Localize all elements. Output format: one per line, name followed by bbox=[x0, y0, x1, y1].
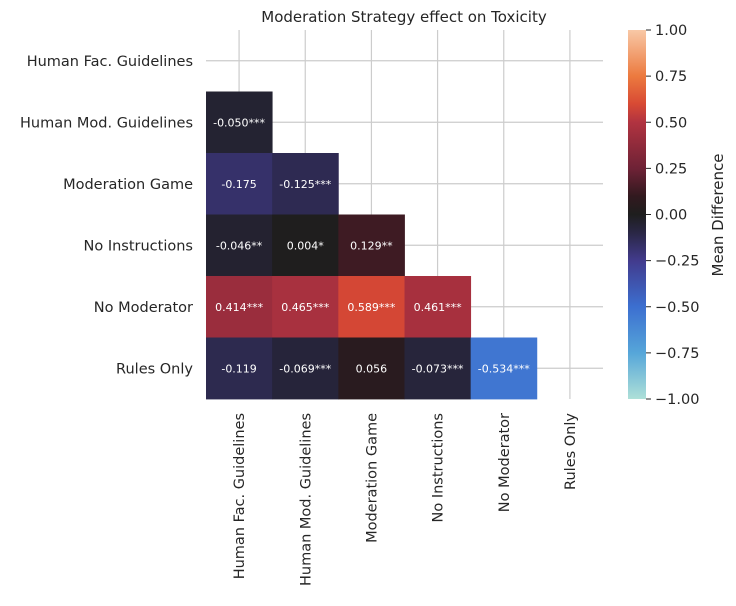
cell-value-label: 0.461*** bbox=[414, 301, 462, 314]
heatmap-cell bbox=[272, 214, 339, 277]
colorbar-tick-label: 0.50 bbox=[655, 115, 687, 131]
heatmap-cell bbox=[272, 276, 339, 338]
x-tick-label: Human Fac. Guidelines bbox=[232, 413, 248, 579]
cell-value-label: -0.069*** bbox=[279, 362, 331, 375]
x-tick-label: No Moderator bbox=[497, 413, 513, 512]
y-tick-label: Rules Only bbox=[116, 361, 193, 377]
colorbar-gradient bbox=[628, 30, 646, 399]
cell-value-label: -0.125*** bbox=[279, 178, 331, 191]
y-tick-label: No Instructions bbox=[84, 238, 194, 254]
heatmap-cell bbox=[206, 276, 273, 338]
heatmap-cell bbox=[206, 91, 273, 154]
heatmap-cell bbox=[404, 276, 472, 338]
heatmap-cell bbox=[404, 337, 472, 400]
heatmap-cell bbox=[206, 337, 273, 400]
x-tick-label: No Instructions bbox=[431, 413, 447, 523]
colorbar-tick-label: −0.50 bbox=[655, 300, 699, 316]
cell-value-label: 0.414*** bbox=[215, 301, 263, 314]
heatmap-cells: -0.050*** -0.175 -0.125*** -0.046** 0.004* 0.… bbox=[206, 91, 538, 400]
colorbar: 1.00 0.75 0.50 0.25 0.00 −0.25 −0.50 −0.75 −1.00… bbox=[628, 23, 727, 408]
x-tick-labels: Human Fac. Guidelines Human Mod. Guidelin… bbox=[232, 413, 579, 586]
y-tick-label: Moderation Game bbox=[63, 177, 193, 193]
colorbar-ticks: 1.00 0.75 0.50 0.25 0.00 −0.25 −0.50 −0.75 −1.00 bbox=[646, 23, 699, 408]
cell-value-label: 0.589*** bbox=[347, 301, 395, 314]
cell-value-label: -0.046** bbox=[216, 239, 263, 252]
colorbar-tick-label: −0.25 bbox=[655, 254, 699, 270]
heatmap-cell bbox=[272, 153, 339, 215]
cell-value-label: -0.119 bbox=[221, 362, 256, 375]
cell-value-label: 0.056 bbox=[356, 362, 388, 375]
cell-value-label: -0.175 bbox=[221, 178, 256, 191]
heatmap-cell bbox=[272, 337, 339, 400]
colorbar-tick-label: 0.75 bbox=[655, 69, 687, 85]
y-tick-labels: Human Fac. Guidelines Human Mod. Guidelin… bbox=[20, 54, 193, 378]
y-tick-label: No Moderator bbox=[94, 300, 193, 316]
colorbar-tick-label: −1.00 bbox=[655, 392, 699, 408]
colorbar-tick-label: 0.25 bbox=[655, 161, 687, 177]
colorbar-tick-label: 1.00 bbox=[655, 23, 687, 39]
chart-title: Moderation Strategy effect on Toxicity bbox=[261, 8, 547, 26]
heatmap-cell bbox=[470, 337, 538, 400]
heatmap-cell bbox=[338, 214, 405, 277]
y-tick-label: Human Fac. Guidelines bbox=[27, 54, 193, 70]
y-tick-label: Human Mod. Guidelines bbox=[20, 115, 193, 131]
cell-value-label: -0.534*** bbox=[478, 362, 530, 375]
cell-value-label: -0.050*** bbox=[213, 116, 265, 129]
heatmap-cell bbox=[206, 153, 273, 215]
x-tick-label: Moderation Game bbox=[364, 413, 380, 543]
cell-value-label: 0.465*** bbox=[281, 301, 329, 314]
x-tick-label: Human Mod. Guidelines bbox=[298, 413, 314, 586]
colorbar-tick-label: 0.00 bbox=[655, 208, 687, 224]
x-tick-label: Rules Only bbox=[563, 413, 579, 490]
cell-value-label: 0.129** bbox=[350, 239, 393, 252]
cell-value-label: -0.073*** bbox=[412, 362, 464, 375]
heatmap-cell bbox=[338, 276, 405, 338]
heatmap-cell bbox=[206, 214, 273, 277]
colorbar-label: Mean Difference bbox=[709, 154, 727, 277]
colorbar-tick-label: −0.75 bbox=[655, 346, 699, 362]
heatmap-cell bbox=[338, 337, 405, 400]
cell-value-label: 0.004* bbox=[287, 239, 324, 252]
